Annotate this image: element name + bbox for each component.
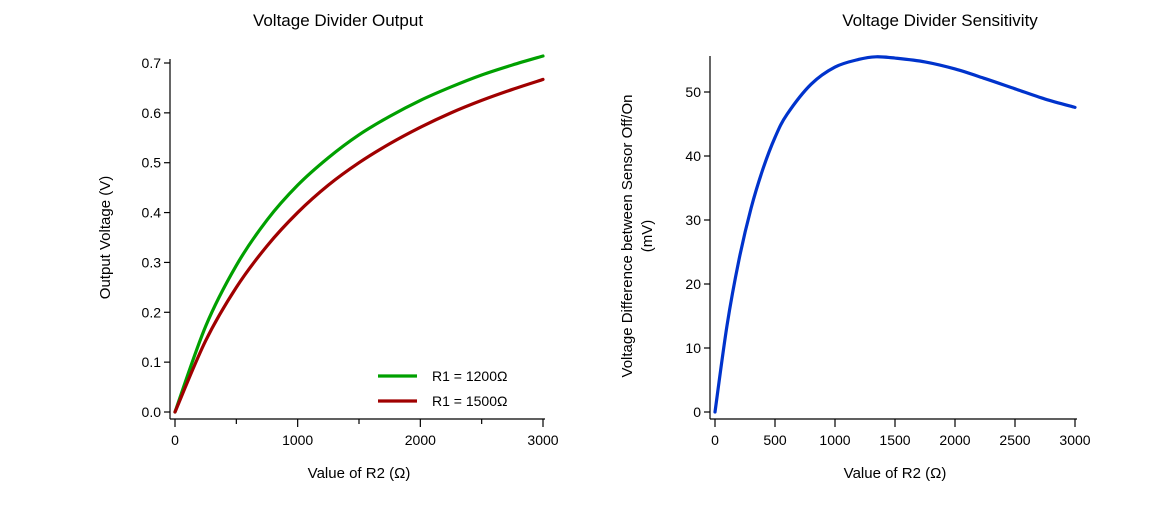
y-tick-label: 0.2 — [142, 304, 162, 320]
x-tick-label: 1500 — [879, 432, 910, 448]
series-line-0 — [713, 55, 1077, 414]
y-tick-label: 0.0 — [142, 404, 162, 420]
x-tick-label: 3000 — [1059, 432, 1090, 448]
y-tick-label: 0.7 — [142, 55, 162, 71]
y-axis-label-line: (mV) — [639, 220, 656, 253]
x-tick-label: 1000 — [282, 432, 313, 448]
y-tick-label: 20 — [685, 276, 701, 292]
y-tick-label: 0.4 — [142, 205, 162, 221]
series-line-0 — [173, 54, 545, 414]
y-tick-label: 0.5 — [142, 155, 162, 171]
legend: R1 = 1200Ω R1 = 1500Ω — [378, 368, 507, 409]
x-tick-label: 0 — [171, 432, 179, 448]
chart-voltage-divider-output: Voltage Divider Output 0.0 0.1 0.2 0.3 0.4 0.5… — [97, 11, 559, 482]
chart-title: Voltage Divider Sensitivity — [842, 11, 1038, 30]
y-tick-label: 10 — [685, 340, 701, 356]
x-axis-label: Value of R2 (Ω) — [844, 465, 947, 482]
x-axis-label: Value of R2 (Ω) — [308, 465, 411, 482]
y-axis-label: Output Voltage (V) — [97, 176, 114, 299]
x-tick-label: 2000 — [405, 432, 436, 448]
y-axis-label-line: Voltage Difference between Sensor Off/On — [619, 95, 636, 378]
x-tick-label: 0 — [711, 432, 719, 448]
legend-label-0: R1 = 1200Ω — [432, 368, 507, 384]
x-tick-label: 2500 — [999, 432, 1030, 448]
y-axis-label: Voltage Difference between Sensor Off/On… — [619, 95, 656, 378]
chart-title: Voltage Divider Output — [253, 11, 423, 30]
y-tick-label: 30 — [685, 212, 701, 228]
x-tick-label: 1000 — [819, 432, 850, 448]
legend-label-1: R1 = 1500Ω — [432, 393, 507, 409]
y-tick-label: 0 — [693, 404, 701, 420]
series-line-1 — [173, 77, 545, 414]
x-tick-label: 2000 — [939, 432, 970, 448]
y-tick-label: 0.1 — [142, 354, 162, 370]
y-tick-label: 0.6 — [142, 105, 162, 121]
x-tick-label: 3000 — [527, 432, 558, 448]
y-tick-label: 50 — [685, 84, 701, 100]
y-tick-label: 40 — [685, 148, 701, 164]
x-tick-label: 500 — [763, 432, 787, 448]
y-tick-label: 0.3 — [142, 254, 162, 270]
